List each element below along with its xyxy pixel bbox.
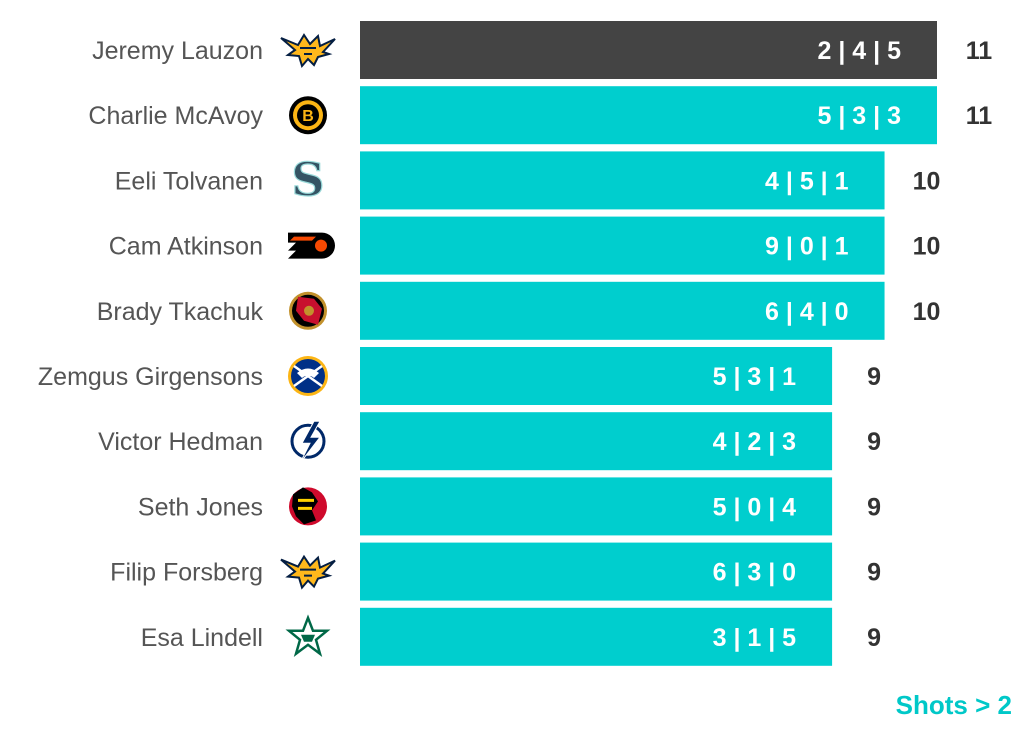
bar <box>360 347 833 405</box>
bar <box>360 412 833 471</box>
predators-logo-icon <box>280 33 336 69</box>
kraken-logo-icon: S <box>291 152 325 207</box>
total-value-label: 10 <box>913 298 941 326</box>
flyers-logo-icon <box>288 232 335 259</box>
total-value-label: 9 <box>867 363 881 391</box>
total-value-label: 9 <box>867 493 881 521</box>
player-name-label: Cam Atkinson <box>109 233 263 261</box>
total-value-label: 11 <box>966 102 993 130</box>
bar-value-label: 4 | 5 | 1 <box>765 167 849 195</box>
senators-logo-icon <box>289 291 327 330</box>
bar <box>360 21 937 79</box>
bar <box>360 281 885 340</box>
svg-text:S: S <box>291 152 324 206</box>
predators-logo-icon <box>280 554 336 590</box>
total-value-label: 10 <box>913 167 941 195</box>
lightning-logo-icon <box>290 420 326 464</box>
player-name-label: Victor Hedman <box>98 428 263 456</box>
bar-value-label: 5 | 0 | 4 <box>713 493 797 521</box>
total-value-label: 11 <box>966 37 993 65</box>
total-value-label: 9 <box>867 428 881 456</box>
sabres-logo-icon <box>288 356 328 396</box>
player-name-label: Esa Lindell <box>141 624 263 652</box>
player-name-label: Eeli Tolvanen <box>115 167 263 195</box>
bar <box>360 216 885 275</box>
player-name-label: Filip Forsberg <box>110 559 263 587</box>
bar-value-label: 3 | 1 | 5 <box>713 624 797 652</box>
footnote: Shots > 2 <box>895 690 1012 720</box>
bar-value-label: 6 | 4 | 0 <box>765 298 848 326</box>
bar <box>360 477 833 536</box>
bar-value-label: 4 | 2 | 3 <box>713 428 796 456</box>
total-value-label: 10 <box>913 233 941 261</box>
blackhawks-logo-icon <box>289 487 327 526</box>
stars-logo-icon <box>285 614 331 658</box>
player-name-label: Zemgus Girgensons <box>38 363 263 391</box>
player-name-label: Jeremy Lauzon <box>92 37 263 65</box>
player-name-label: Seth Jones <box>138 493 263 521</box>
bar <box>360 151 885 210</box>
bar <box>360 86 937 145</box>
player-name-label: Brady Tkachuk <box>97 298 264 326</box>
bar-value-label: 5 | 3 | 1 <box>713 363 797 391</box>
bar-value-label: 6 | 3 | 0 <box>713 559 796 587</box>
svg-text:B: B <box>302 108 314 125</box>
bar-value-label: 5 | 3 | 3 <box>818 102 901 130</box>
bar-value-label: 9 | 0 | 1 <box>765 233 849 261</box>
player-name-label: Charlie McAvoy <box>88 102 263 130</box>
total-value-label: 9 <box>867 624 881 652</box>
total-value-label: 9 <box>867 559 881 587</box>
bar <box>360 607 833 666</box>
bar <box>360 542 833 601</box>
bruins-logo-icon: B <box>289 96 327 135</box>
bar-value-label: 2 | 4 | 5 <box>818 37 902 65</box>
